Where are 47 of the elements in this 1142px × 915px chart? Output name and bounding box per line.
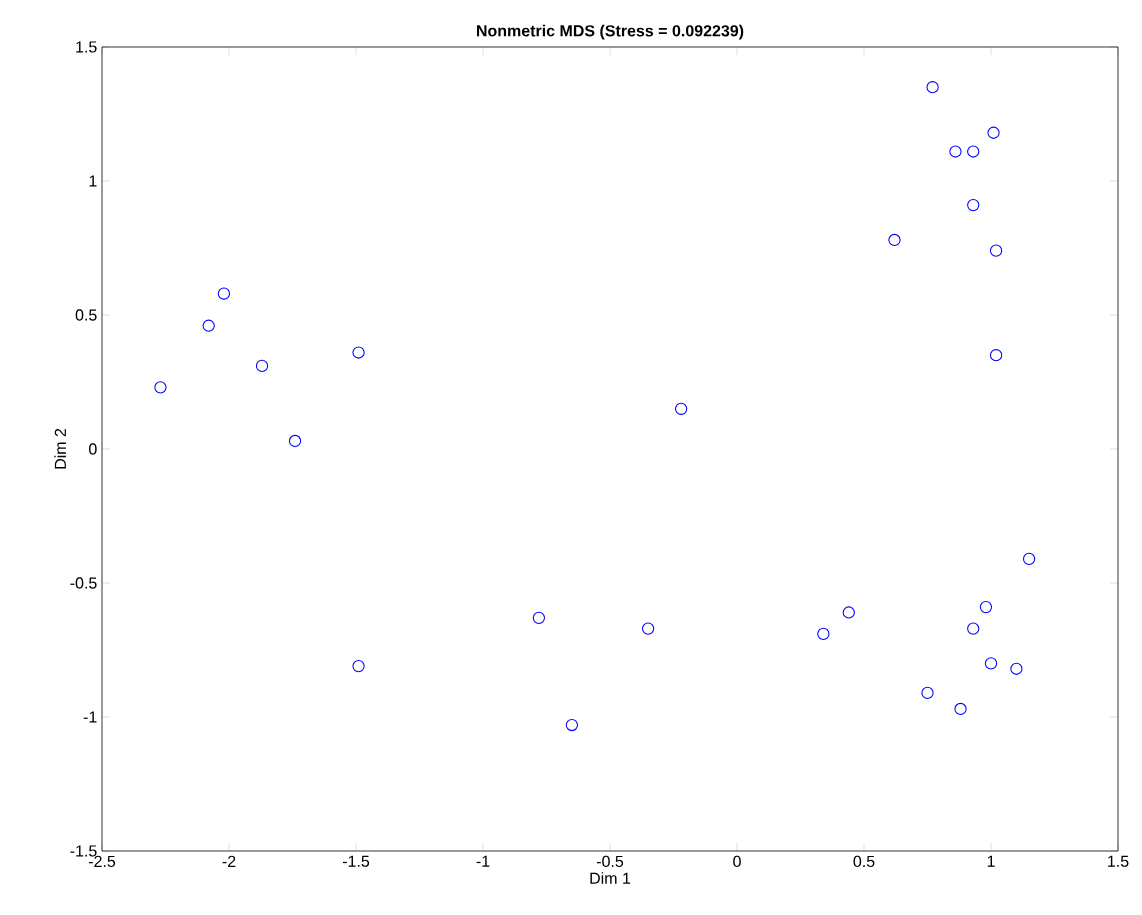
point (949, 145, 962, 158)
x-tick-label: -0.5 (596, 855, 624, 868)
y-tick-label: -0.5 (70, 577, 97, 589)
point (967, 198, 980, 212)
y-tick-label: -1 (83, 711, 97, 723)
point (842, 606, 855, 619)
x-tick-label: -1.5 (342, 855, 370, 867)
point (288, 434, 302, 448)
point (674, 402, 688, 415)
point (352, 659, 365, 673)
point (352, 346, 365, 359)
x-tick-label: 1 (987, 855, 995, 867)
x-axis-title: Dim 1 (590, 872, 631, 884)
point (987, 126, 1000, 139)
point (954, 702, 967, 716)
x-tick-label: -1 (476, 855, 490, 867)
point (979, 600, 993, 614)
point (202, 319, 215, 332)
y-tick-label: 1 (89, 175, 97, 187)
point (967, 622, 980, 635)
point (565, 718, 579, 732)
x-tick-label: -2.5 (88, 855, 116, 868)
point (532, 611, 546, 624)
x-tick-label: 1.5 (1108, 855, 1129, 867)
x-tick-label: -2 (222, 855, 236, 867)
point (989, 349, 1003, 362)
y-tick-label: 1.5 (76, 41, 97, 53)
point (888, 233, 901, 247)
point (984, 657, 998, 670)
point (926, 81, 939, 94)
y-tick-label: 0 (89, 443, 97, 455)
chart-title: Nonmetric MDS (Stress = 0.092239) (477, 24, 744, 40)
point (921, 686, 934, 700)
point (217, 287, 231, 300)
point (154, 381, 167, 394)
y-tick-label: 0.5 (75, 309, 97, 321)
point (1010, 662, 1023, 675)
y-axis-title: Dim 2 (54, 428, 66, 469)
x-tick-label: 0 (733, 855, 741, 868)
y-tick-label: -1.5 (70, 845, 97, 857)
point (989, 244, 1003, 257)
point (967, 145, 980, 158)
point (255, 359, 269, 373)
point (817, 627, 830, 641)
x-tick-label: 0.5 (853, 855, 875, 868)
point (641, 622, 655, 635)
point (1022, 552, 1036, 566)
